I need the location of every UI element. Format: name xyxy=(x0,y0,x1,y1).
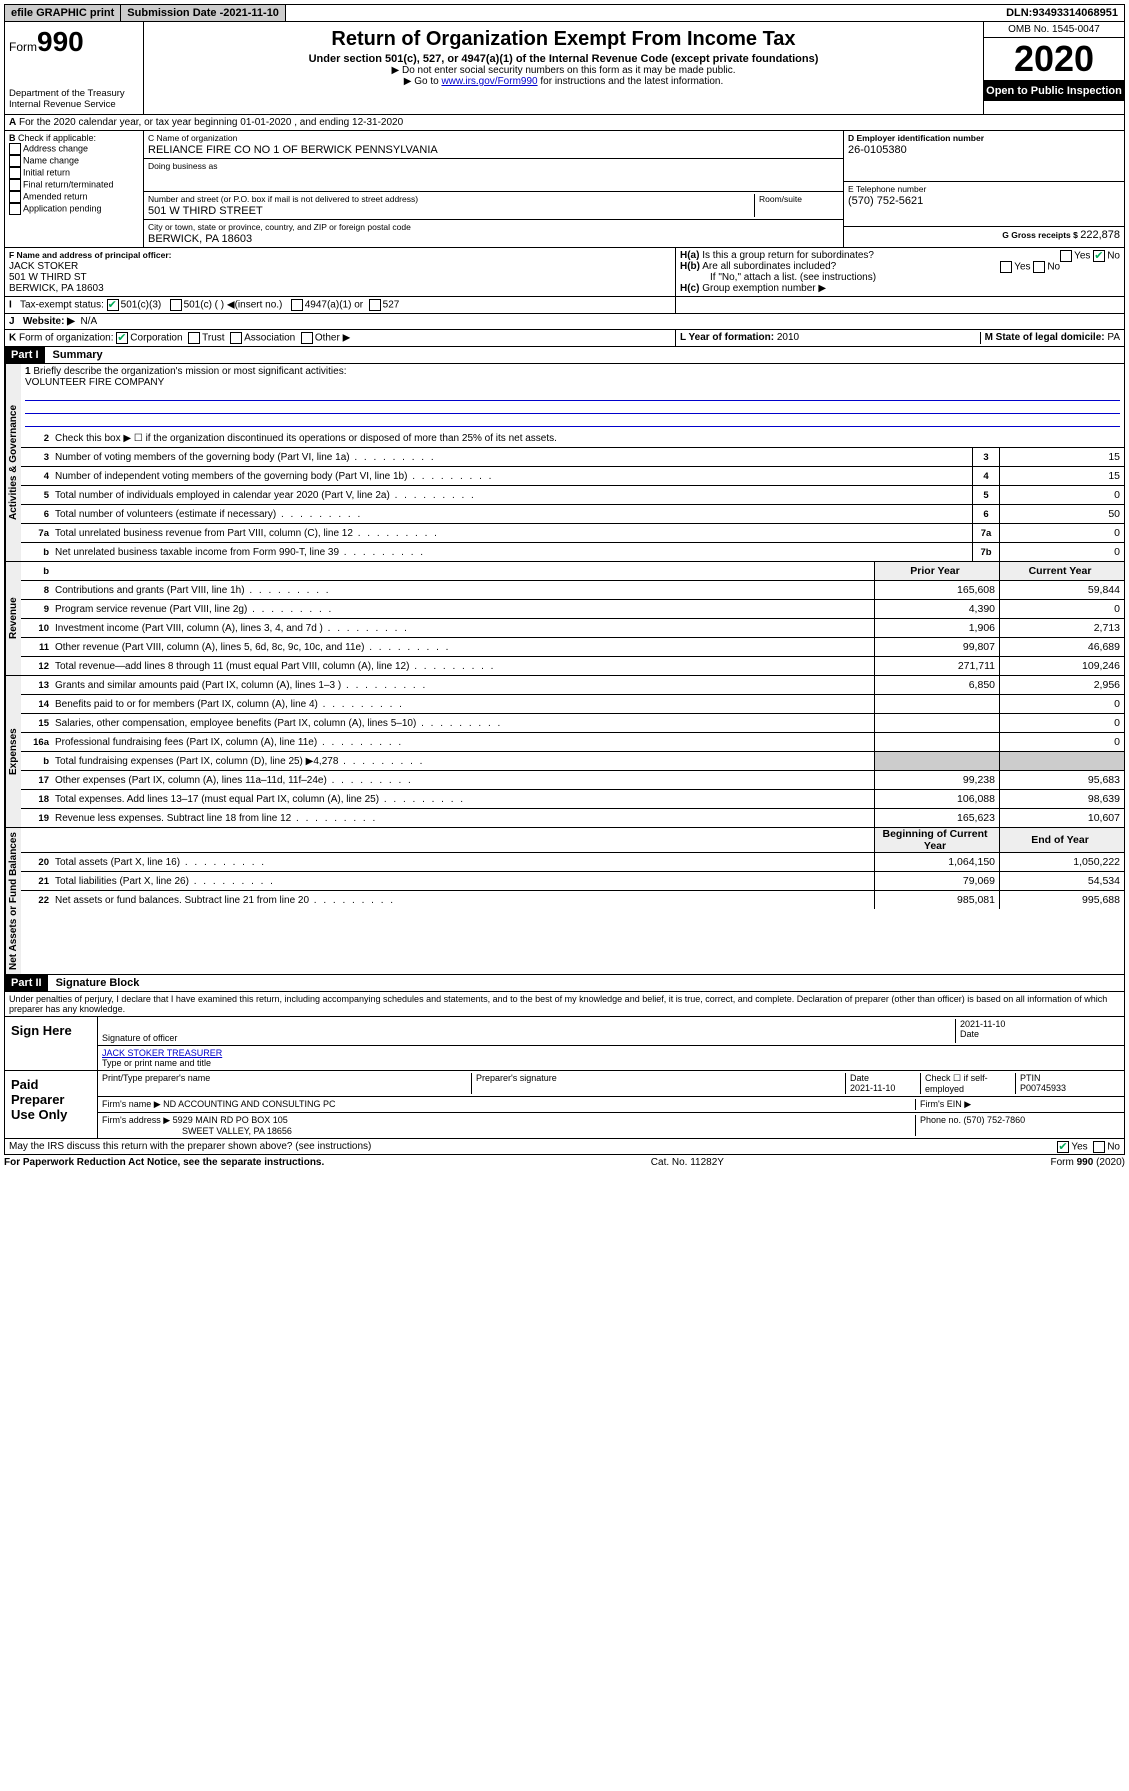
penalty-text: Under penalties of perjury, I declare th… xyxy=(4,992,1125,1017)
tab-netassets: Net Assets or Fund Balances xyxy=(5,828,21,974)
discuss-line: May the IRS discuss this return with the… xyxy=(4,1139,1125,1155)
form-title: Return of Organization Exempt From Incom… xyxy=(148,28,979,51)
paid-preparer: Paid Preparer Use Only xyxy=(5,1071,98,1138)
tab-expenses: Expenses xyxy=(5,676,21,827)
form-header: Form990 Department of the Treasury Inter… xyxy=(4,22,1125,115)
footer-right: Form 990 (2020) xyxy=(1051,1157,1125,1168)
box-c: C Name of organizationRELIANCE FIRE CO N… xyxy=(144,131,843,247)
subdate-btn[interactable]: Submission Date - 2021-11-10 xyxy=(121,5,286,21)
dln: DLN: 93493314068951 xyxy=(1000,5,1124,21)
open-inspection: Open to Public Inspection xyxy=(984,81,1124,101)
part1-label: Part I xyxy=(5,347,45,363)
footer-left: For Paperwork Reduction Act Notice, see … xyxy=(4,1157,324,1168)
mission: 1 Briefly describe the organization's mi… xyxy=(21,364,1124,429)
topbar: efile GRAPHIC print Submission Date - 20… xyxy=(4,4,1125,22)
box-d-e-g: D Employer identification number26-01053… xyxy=(843,131,1124,247)
irs-link[interactable]: www.irs.gov/Form990 xyxy=(441,76,537,87)
omb: OMB No. 1545-0047 xyxy=(984,22,1124,38)
sign-here: Sign Here xyxy=(5,1017,98,1070)
subtitle: Under section 501(c), 527, or 4947(a)(1)… xyxy=(148,53,979,65)
line-k: K Form of organization: Corporation Trus… xyxy=(5,330,676,346)
dept: Department of the Treasury Internal Reve… xyxy=(9,88,139,110)
note2: ▶ Go to www.irs.gov/Form990 for instruct… xyxy=(148,76,979,87)
line-lm: L Year of formation: 2010 M State of leg… xyxy=(676,330,1124,346)
box-f: F Name and address of principal officer:… xyxy=(5,248,676,296)
period-line: A For the 2020 calendar year, or tax yea… xyxy=(4,115,1125,131)
box-b: B Check if applicable: Address change Na… xyxy=(5,131,144,247)
tax-exempt: I Tax-exempt status: 501(c)(3) 501(c) ( … xyxy=(5,297,676,313)
part2-label: Part II xyxy=(5,975,48,991)
box-h: H(a) Is this a group return for subordin… xyxy=(676,248,1124,296)
footer-mid: Cat. No. 11282Y xyxy=(651,1157,724,1168)
tab-governance: Activities & Governance xyxy=(5,364,21,561)
website: J Website: ▶ N/A xyxy=(4,314,1125,330)
form-number: Form990 xyxy=(9,26,139,58)
officer-name[interactable]: JACK STOKER TREASURER xyxy=(102,1048,222,1058)
efile-btn[interactable]: efile GRAPHIC print xyxy=(5,5,121,21)
note1: ▶ Do not enter social security numbers o… xyxy=(148,65,979,76)
tab-revenue: Revenue xyxy=(5,562,21,675)
org-name: RELIANCE FIRE CO NO 1 OF BERWICK PENNSYL… xyxy=(148,144,438,156)
tax-year: 2020 xyxy=(984,38,1124,81)
